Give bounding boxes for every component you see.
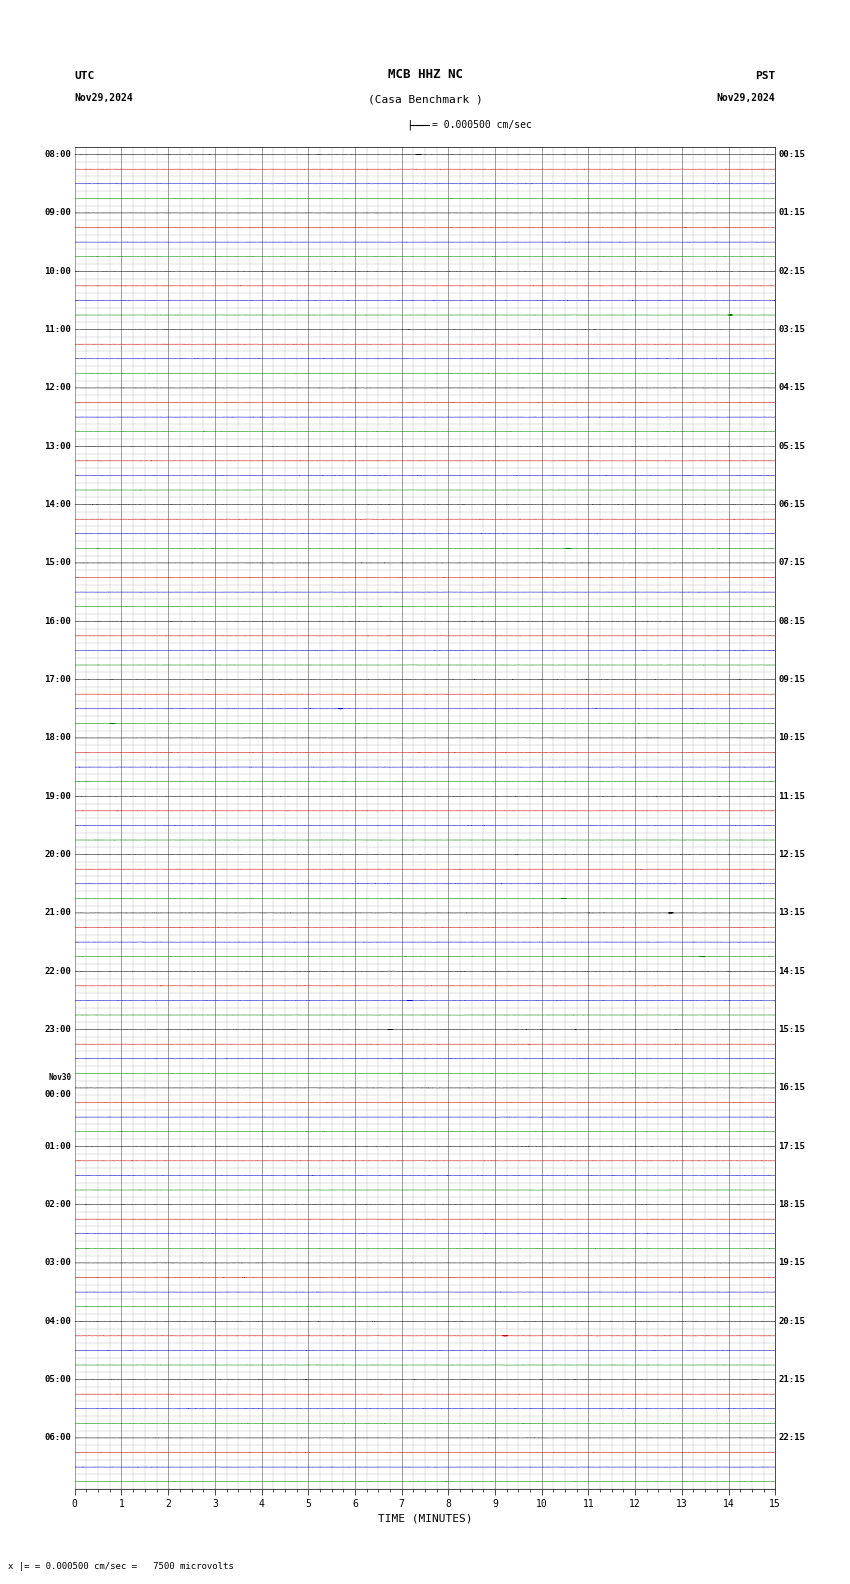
- Text: 02:15: 02:15: [779, 266, 806, 276]
- Text: 03:00: 03:00: [44, 1258, 71, 1267]
- Text: 11:00: 11:00: [44, 325, 71, 334]
- Text: 19:15: 19:15: [779, 1258, 806, 1267]
- Text: 13:00: 13:00: [44, 442, 71, 451]
- Text: 23:00: 23:00: [44, 1025, 71, 1034]
- Text: 16:00: 16:00: [44, 616, 71, 626]
- Text: 17:00: 17:00: [44, 675, 71, 684]
- Text: 09:15: 09:15: [779, 675, 806, 684]
- Text: 10:15: 10:15: [779, 733, 806, 743]
- Text: 20:15: 20:15: [779, 1316, 806, 1326]
- Text: 01:15: 01:15: [779, 209, 806, 217]
- Text: Nov29,2024: Nov29,2024: [75, 93, 133, 103]
- Text: x |= = 0.000500 cm/sec =   7500 microvolts: x |= = 0.000500 cm/sec = 7500 microvolts: [8, 1562, 235, 1571]
- Text: 17:15: 17:15: [779, 1142, 806, 1150]
- Text: 22:00: 22:00: [44, 966, 71, 976]
- Text: 15:00: 15:00: [44, 559, 71, 567]
- Text: 06:00: 06:00: [44, 1434, 71, 1443]
- Text: 00:15: 00:15: [779, 150, 806, 158]
- Text: (Casa Benchmark ): (Casa Benchmark ): [367, 95, 483, 105]
- Text: 04:00: 04:00: [44, 1316, 71, 1326]
- Text: 19:00: 19:00: [44, 792, 71, 802]
- Text: 20:00: 20:00: [44, 851, 71, 859]
- Text: 00:00: 00:00: [44, 1090, 71, 1099]
- Text: 07:15: 07:15: [779, 559, 806, 567]
- Text: 12:15: 12:15: [779, 851, 806, 859]
- Text: 14:15: 14:15: [779, 966, 806, 976]
- Text: 21:00: 21:00: [44, 909, 71, 917]
- X-axis label: TIME (MINUTES): TIME (MINUTES): [377, 1514, 473, 1524]
- Text: 05:15: 05:15: [779, 442, 806, 451]
- Text: = 0.000500 cm/sec: = 0.000500 cm/sec: [432, 120, 532, 130]
- Text: 21:15: 21:15: [779, 1375, 806, 1384]
- Text: 10:00: 10:00: [44, 266, 71, 276]
- Text: 11:15: 11:15: [779, 792, 806, 802]
- Text: 14:00: 14:00: [44, 501, 71, 508]
- Text: Nov29,2024: Nov29,2024: [717, 93, 775, 103]
- Text: 15:15: 15:15: [779, 1025, 806, 1034]
- Text: 09:00: 09:00: [44, 209, 71, 217]
- Text: 01:00: 01:00: [44, 1142, 71, 1150]
- Text: MCB HHZ NC: MCB HHZ NC: [388, 68, 462, 81]
- Text: 12:00: 12:00: [44, 383, 71, 393]
- Text: UTC: UTC: [75, 71, 95, 81]
- Text: 08:00: 08:00: [44, 150, 71, 158]
- Text: 05:00: 05:00: [44, 1375, 71, 1384]
- Text: 06:15: 06:15: [779, 501, 806, 508]
- Text: 22:15: 22:15: [779, 1434, 806, 1443]
- Text: Nov30: Nov30: [48, 1072, 71, 1082]
- Text: 18:00: 18:00: [44, 733, 71, 743]
- Text: 18:15: 18:15: [779, 1201, 806, 1209]
- Text: 08:15: 08:15: [779, 616, 806, 626]
- Text: 16:15: 16:15: [779, 1083, 806, 1093]
- Text: 03:15: 03:15: [779, 325, 806, 334]
- Text: 04:15: 04:15: [779, 383, 806, 393]
- Text: 02:00: 02:00: [44, 1201, 71, 1209]
- Text: PST: PST: [755, 71, 775, 81]
- Text: |: |: [406, 120, 413, 130]
- Text: 13:15: 13:15: [779, 909, 806, 917]
